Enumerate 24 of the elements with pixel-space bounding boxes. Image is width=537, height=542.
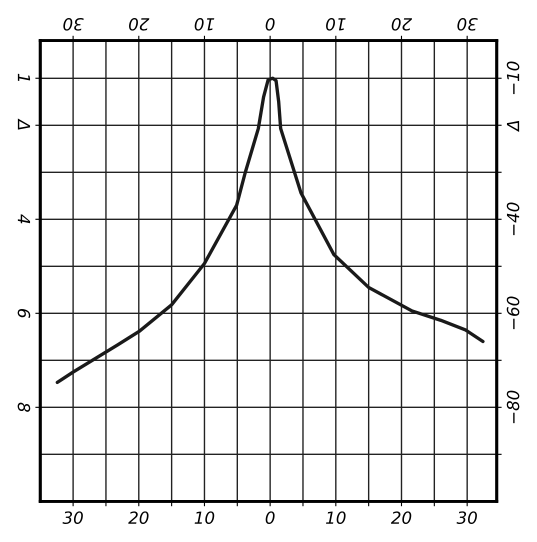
x-tick-label: 10 [194, 511, 214, 524]
x-tick-label: 20 [128, 511, 149, 524]
y2-tick-label: 1 [18, 74, 30, 82]
y-tick-label: Δ [506, 120, 520, 132]
x2-tick-label: 0 [266, 18, 275, 31]
x-tick-label: 30 [456, 511, 477, 524]
x2-tick-label: 10 [194, 18, 214, 31]
y2-tick-label: 4 [18, 214, 30, 224]
y2-tick-label: Δ [18, 118, 30, 130]
y-tick-label: −60 [506, 296, 520, 330]
x-tick-label: 0 [266, 511, 275, 524]
x-tick-label: 10 [326, 511, 346, 524]
y-tick-label: −10 [506, 62, 520, 94]
y-tick-label: −80 [506, 390, 520, 424]
x-tick-label: 20 [390, 511, 412, 524]
y2-tick-label: 8 [18, 402, 30, 412]
x2-tick-label: 10 [326, 18, 346, 31]
x2-tick-label: 20 [392, 18, 412, 31]
x2-tick-label: 30 [63, 18, 84, 31]
y2-tick-label: 6 [18, 309, 30, 318]
x2-tick-label: 30 [457, 18, 478, 31]
x2-tick-label: 20 [129, 18, 150, 31]
x-tick-label: 30 [62, 511, 83, 524]
y-tick-label: −40 [506, 202, 520, 236]
